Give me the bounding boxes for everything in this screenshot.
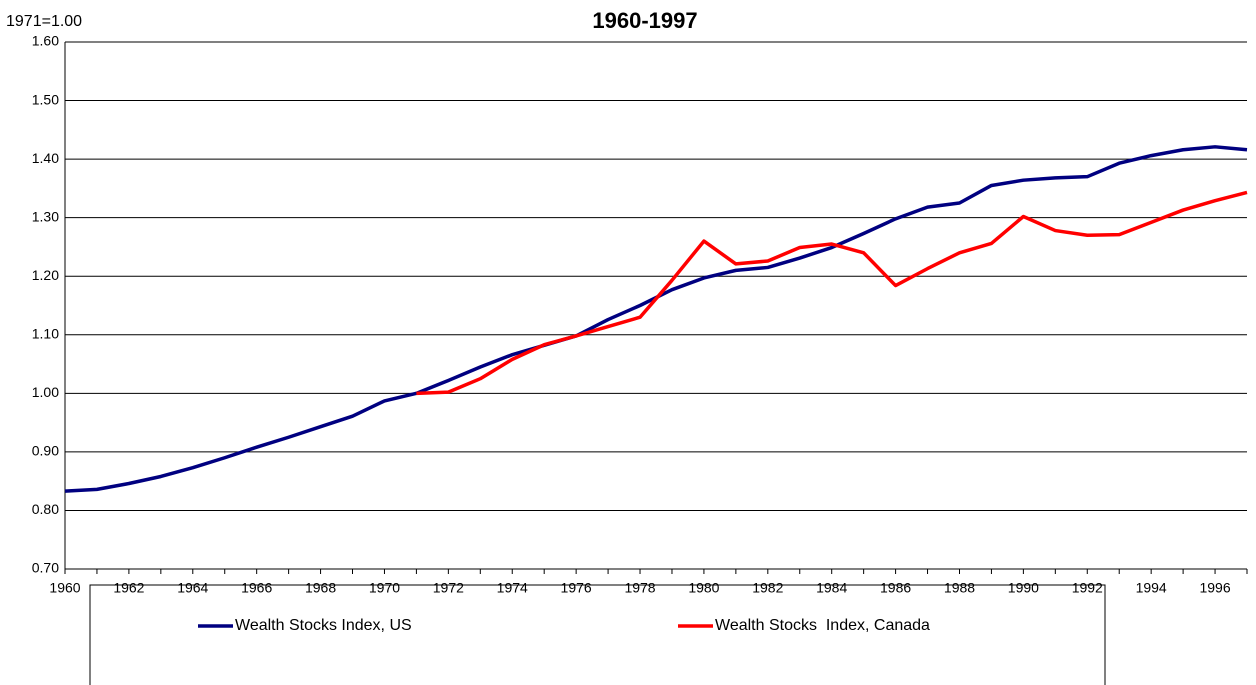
x-tick-label: 1966 (241, 580, 272, 596)
y-axis-label: 1971=1.00 (6, 13, 82, 30)
y-tick-label: 0.80 (32, 501, 59, 517)
y-tick-label: 1.40 (32, 150, 59, 166)
x-tick-label: 1960 (49, 580, 80, 596)
x-tick-label: 1968 (305, 580, 336, 596)
legend-label: Wealth Stocks Index, US (235, 617, 412, 634)
x-tick-label: 1980 (688, 580, 719, 596)
x-tick-label: 1984 (816, 580, 847, 596)
legend-box (89, 584, 1106, 685)
y-tick-label: 1.00 (32, 384, 59, 400)
x-tick-label: 1972 (433, 580, 464, 596)
x-tick-label: 1990 (1008, 580, 1039, 596)
y-tick-label: 1.20 (32, 267, 59, 283)
x-tick-label: 1970 (369, 580, 400, 596)
y-tick-label: 1.60 (32, 33, 59, 49)
x-tick-label: 1976 (561, 580, 592, 596)
x-tick-label: 1964 (177, 580, 208, 596)
x-tick-label: 1988 (944, 580, 975, 596)
y-tick-label: 0.90 (32, 443, 59, 459)
data-line (64, 145, 1248, 493)
x-tick-label: 1986 (880, 580, 911, 596)
chart-title: 1960-1997 (592, 8, 697, 33)
x-tick-label: 1978 (624, 580, 655, 596)
y-tick-label: 1.30 (32, 208, 59, 224)
y-tick-label: 1.50 (32, 91, 59, 107)
legend-label: Wealth Stocks Index, Canada (715, 617, 930, 634)
x-tick-label: 1962 (113, 580, 144, 596)
x-tick-label: 1992 (1072, 580, 1103, 596)
data-line (416, 190, 1248, 396)
y-tick-label: 1.10 (32, 325, 59, 341)
x-tick-label: 1982 (752, 580, 783, 596)
x-tick-label: 1996 (1199, 580, 1230, 596)
x-tick-label: 1994 (1136, 580, 1167, 596)
x-tick-label: 1974 (497, 580, 528, 596)
y-tick-label: 0.70 (32, 560, 59, 576)
